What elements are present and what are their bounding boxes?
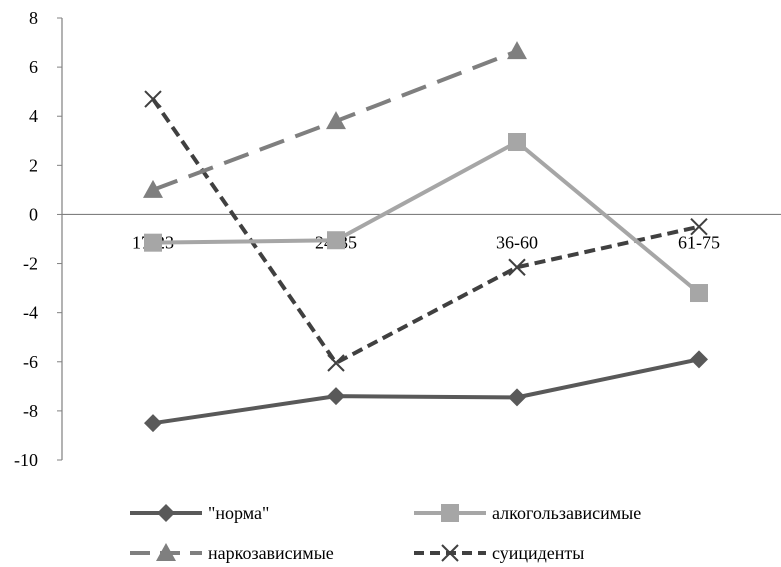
series-3 (144, 90, 708, 372)
data-point (144, 414, 162, 433)
data-point (690, 350, 708, 369)
legend-marker (156, 543, 176, 561)
data-point (144, 233, 162, 252)
series-lines (143, 41, 708, 433)
data-point (144, 90, 162, 108)
legend-item: алкогользависимые (414, 503, 641, 523)
y-tick-label: 4 (29, 106, 38, 126)
series-line (152, 140, 701, 295)
series-0 (144, 350, 708, 433)
data-point (327, 387, 345, 406)
data-point (326, 111, 346, 130)
y-tick-labels: 8 6 4 2 0 -2 -4 -6 -8 -10 (14, 8, 62, 470)
series-line (151, 97, 700, 366)
y-tick-label: -8 (23, 401, 38, 421)
x-tick-label: 36-60 (496, 232, 538, 252)
legend-label: "норма" (208, 503, 269, 523)
y-tick-label: -10 (14, 450, 38, 470)
data-point (690, 218, 708, 236)
data-point (327, 354, 345, 372)
legend-item: суициденты (414, 543, 584, 563)
legend-item: "норма" (130, 503, 269, 523)
y-tick-label: 2 (29, 155, 38, 175)
data-point (690, 284, 708, 303)
legend-label: наркозависимые (208, 543, 334, 563)
legend-marker (157, 504, 175, 522)
data-point (327, 231, 345, 250)
legend-label: алкогользависимые (492, 503, 641, 523)
legend-marker (441, 504, 459, 522)
legend-marker (441, 544, 459, 562)
y-tick-label: 0 (29, 204, 38, 224)
y-tick-label: 8 (29, 8, 38, 28)
legend-label: суициденты (492, 543, 584, 563)
data-point (507, 41, 527, 60)
y-tick-label: -4 (23, 303, 38, 323)
data-point (143, 179, 163, 198)
data-point (508, 133, 526, 152)
data-point (508, 388, 526, 407)
series-2 (143, 41, 527, 198)
series-1 (144, 133, 708, 303)
y-tick-label: 6 (29, 57, 38, 77)
x-tick-label: 61-75 (678, 232, 720, 252)
series-line (152, 357, 700, 426)
legend-item: наркозависимые (130, 543, 334, 563)
y-tick-label: -6 (23, 352, 38, 372)
legend: "норма" алкогользависимые наркозависимые су… (130, 503, 641, 563)
data-point (508, 258, 526, 276)
axes (61, 18, 781, 460)
y-tick-label: -2 (23, 254, 38, 274)
